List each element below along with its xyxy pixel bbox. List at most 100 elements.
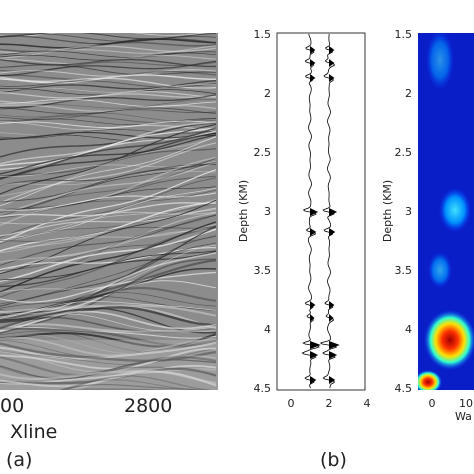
reflector [0,52,217,61]
y-tick-label: 2.5 [395,146,413,159]
wiggle-traces [301,33,340,389]
reflector [0,118,216,126]
reflector [0,80,217,88]
reflector [0,104,217,113]
lobe [310,208,319,216]
reflector [0,394,216,416]
reflector [0,84,217,93]
reflector [0,148,217,177]
y-axis-label: Depth (KM) [381,180,394,242]
y-tick-label: 4 [264,323,271,336]
reflector [0,334,217,354]
reflector [0,169,217,243]
reflector [62,375,213,390]
reflector [0,177,217,238]
reflector [0,356,217,377]
reflector [0,80,217,93]
reflector [0,271,217,303]
lobe [329,208,338,216]
reflector [0,142,217,204]
lobe [329,376,336,384]
x-axis-label: Wa [455,410,472,423]
reflector [0,203,217,244]
reflector [0,123,217,195]
reflector [0,326,217,339]
reflector [0,214,217,266]
reflector [0,228,217,263]
reflector [0,126,217,179]
reflector [0,236,217,309]
reflector [59,384,212,390]
reflector [0,310,217,332]
reflector [0,258,217,334]
reflector [0,392,216,409]
lobe [310,341,321,349]
reflector [0,316,217,333]
x-axis-label: Xline [10,421,57,443]
x-tick-label: 2800 [124,395,172,417]
reflector [0,60,217,77]
reflector [0,186,217,210]
y-tick-label: 1.5 [395,28,413,41]
reflector [0,93,217,104]
reflector [0,208,217,252]
reflector [0,107,217,115]
reflector [0,134,217,175]
reflector [0,313,217,332]
reflector [0,235,217,271]
y-tick-label: 4.5 [395,382,413,395]
reflector [0,201,217,252]
x-tick-label: 0 [429,397,436,410]
reflector [0,99,217,111]
reflector [0,157,217,214]
x-tick-label: 4 [364,397,371,410]
reflector [0,120,217,128]
reflector [0,161,217,217]
lobe [329,74,335,82]
y-tick-label: 2.5 [254,146,272,159]
reflector [0,64,217,76]
reflector [0,94,217,109]
lobe [329,351,338,359]
reflector [0,192,217,211]
reflector [0,69,217,77]
y-tick-label: 4.5 [254,382,272,395]
reflector [0,132,217,180]
lobe [329,46,335,54]
lobe [310,301,316,309]
reflector [0,122,217,158]
reflector [0,341,217,360]
trace [301,33,320,389]
x-tick-label: 2 [326,397,333,410]
reflector [0,370,217,388]
lobe [310,228,317,236]
reflector [0,221,217,293]
y-tick-label: 3 [264,205,271,218]
reflector [0,330,217,353]
x-tick-label: 0 [288,397,295,410]
reflector [0,198,217,242]
reflector [0,212,217,274]
y-tick-label: 3 [405,205,412,218]
reflector [0,228,217,282]
y-tick-label: 2 [264,87,271,100]
reflector [0,225,217,242]
reflector [26,33,208,34]
y-tick-label: 3.5 [254,264,272,277]
reflector [0,161,217,214]
lobe [310,74,316,82]
reflector [0,207,217,237]
reflector [0,223,217,254]
reflector [0,199,217,275]
reflector [128,389,156,390]
reflector [0,211,217,225]
reflector [0,38,217,49]
lobe [310,46,316,54]
reflector [0,41,217,53]
reflector [0,393,216,417]
lobe [329,341,340,349]
lobe [329,59,335,67]
heatmap [418,33,474,390]
lobe [310,59,316,67]
